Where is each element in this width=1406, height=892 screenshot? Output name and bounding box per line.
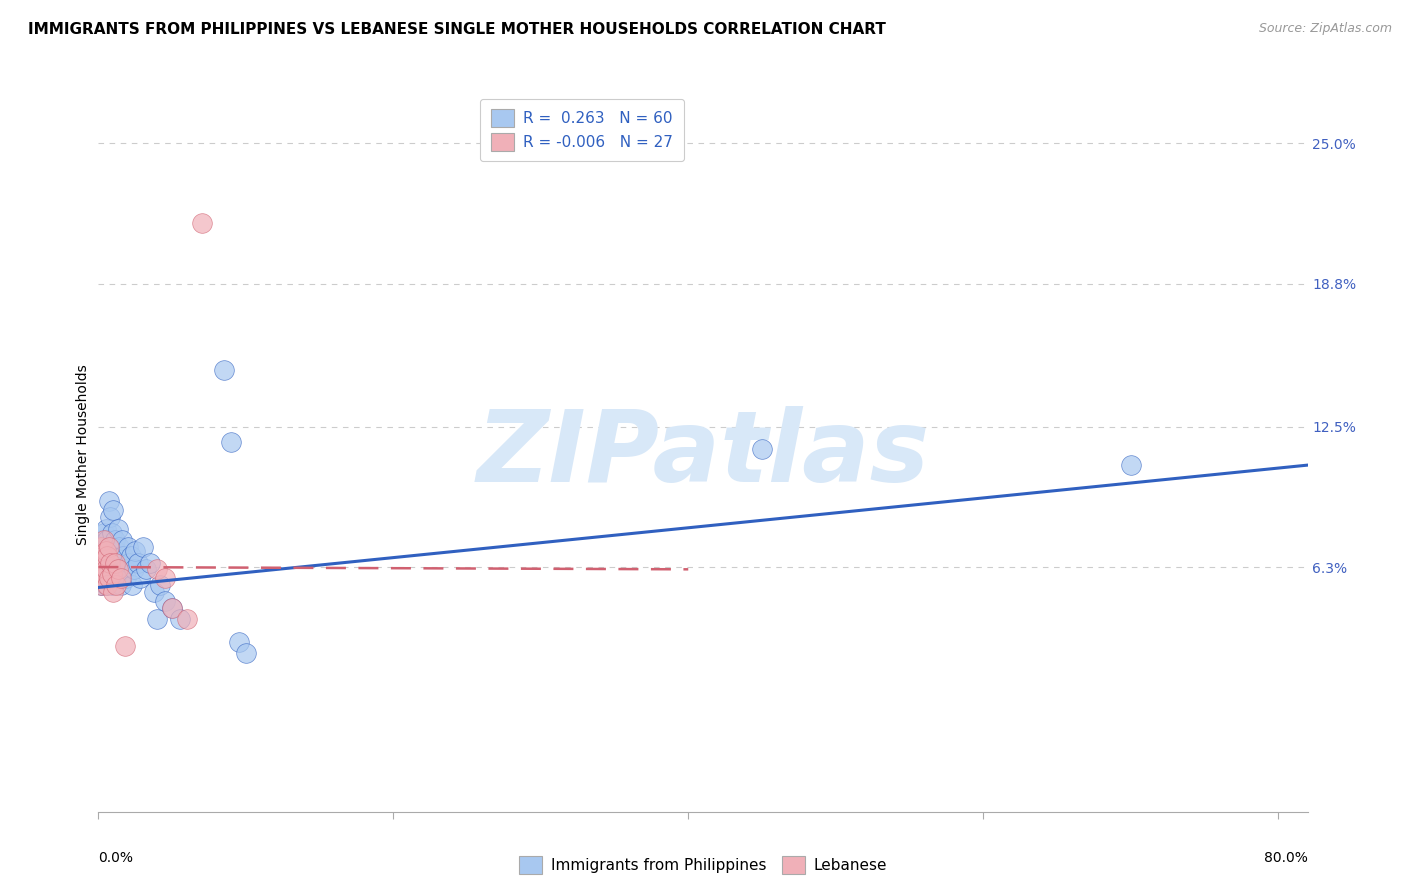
Point (118, 556, 141, 570)
Y-axis label: Single Mother Households: Single Mother Households (76, 365, 90, 545)
Text: 0.0%: 0.0% (98, 851, 134, 865)
Point (100, 578, 122, 592)
Point (121, 578, 143, 592)
Point (176, 612, 198, 626)
Point (146, 612, 169, 626)
Point (219, 435, 242, 450)
Point (96, 549, 118, 563)
Text: ZIPatlas: ZIPatlas (477, 407, 929, 503)
Point (107, 562, 129, 576)
Point (190, 216, 212, 230)
Point (128, 571, 150, 585)
Point (153, 571, 176, 585)
Point (91, 540, 114, 554)
Point (107, 522, 129, 536)
Point (751, 442, 773, 457)
Text: Source: ZipAtlas.com: Source: ZipAtlas.com (1258, 22, 1392, 36)
Point (110, 549, 132, 563)
Point (153, 594, 176, 608)
Point (97, 571, 120, 585)
Point (93, 526, 115, 541)
Point (90, 556, 112, 570)
Point (111, 533, 134, 547)
Point (97, 540, 120, 554)
Point (114, 640, 136, 654)
Point (94, 562, 117, 576)
Point (105, 571, 128, 585)
Point (96, 562, 118, 576)
Point (105, 544, 128, 558)
Point (98, 549, 121, 563)
Point (122, 562, 145, 576)
Point (114, 562, 136, 576)
Point (91, 571, 114, 585)
Point (112, 549, 135, 563)
Point (212, 363, 235, 377)
Point (107, 556, 129, 570)
Point (97, 540, 120, 554)
Point (143, 585, 166, 599)
Point (149, 578, 172, 592)
Point (90, 533, 112, 547)
Point (131, 540, 153, 554)
Point (160, 600, 183, 615)
Point (110, 571, 132, 585)
Point (124, 544, 146, 558)
Point (94, 578, 117, 592)
Point (93, 566, 115, 581)
Point (90, 578, 112, 592)
Point (228, 635, 250, 649)
Point (96, 578, 118, 592)
Point (91, 549, 114, 563)
Point (100, 566, 122, 581)
Point (90, 562, 112, 576)
Point (105, 578, 128, 592)
Point (169, 612, 191, 626)
Point (1119, 458, 1142, 472)
Legend: R =  0.263   N = 60, R = -0.006   N = 27: R = 0.263 N = 60, R = -0.006 N = 27 (481, 99, 683, 161)
Point (93, 549, 115, 563)
Point (90, 578, 112, 592)
Point (93, 533, 115, 547)
Point (93, 566, 115, 581)
Point (94, 522, 117, 536)
Point (146, 562, 169, 576)
Point (94, 556, 117, 570)
Point (139, 556, 162, 570)
Point (127, 556, 149, 570)
Point (101, 585, 124, 599)
Point (117, 540, 139, 554)
Legend: Immigrants from Philippines, Lebanese: Immigrants from Philippines, Lebanese (513, 850, 893, 880)
Text: IMMIGRANTS FROM PHILIPPINES VS LEBANESE SINGLE MOTHER HOUSEHOLDS CORRELATION CHA: IMMIGRANTS FROM PHILIPPINES VS LEBANESE … (28, 22, 886, 37)
Point (110, 578, 132, 592)
Point (94, 544, 117, 558)
Point (101, 556, 124, 570)
Point (91, 571, 114, 585)
Point (98, 556, 121, 570)
Text: 80.0%: 80.0% (1264, 851, 1308, 865)
Point (89, 562, 111, 576)
Point (104, 556, 127, 570)
Point (160, 600, 183, 615)
Point (97, 571, 120, 585)
Point (120, 549, 142, 563)
Point (104, 562, 127, 576)
Point (101, 503, 124, 517)
Point (89, 549, 111, 563)
Point (98, 510, 121, 524)
Point (91, 556, 114, 570)
Point (104, 533, 127, 547)
Point (97, 494, 120, 508)
Point (96, 533, 118, 547)
Point (100, 526, 122, 541)
Point (108, 540, 131, 554)
Point (135, 562, 157, 576)
Point (115, 571, 138, 585)
Point (90, 540, 112, 554)
Point (235, 646, 257, 660)
